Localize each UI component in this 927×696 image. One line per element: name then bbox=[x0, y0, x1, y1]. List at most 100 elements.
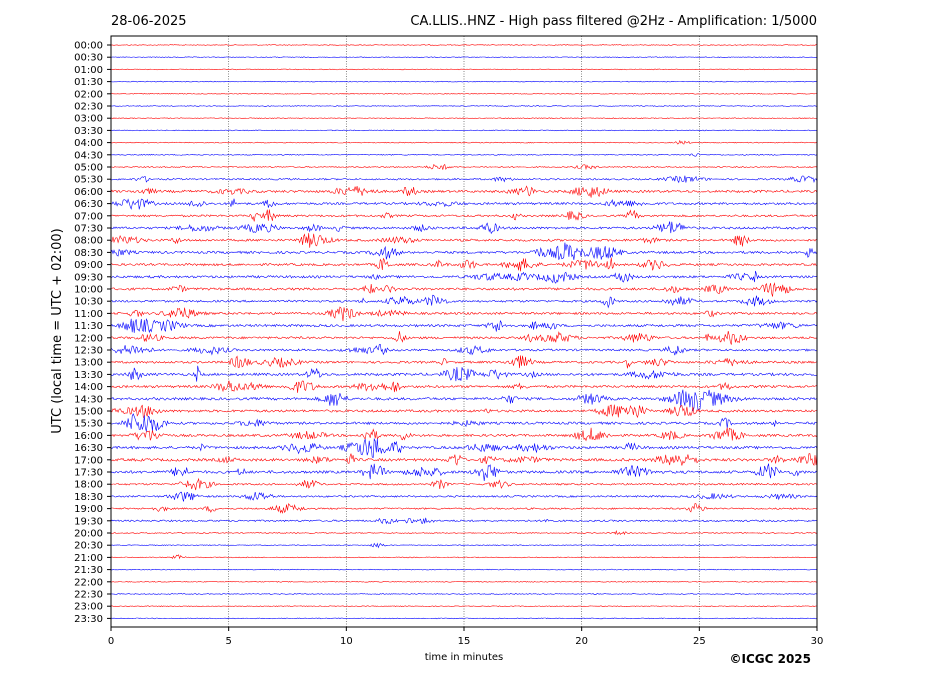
trace-line bbox=[110, 139, 818, 145]
trace-line bbox=[110, 294, 818, 309]
trace-line bbox=[110, 605, 817, 607]
row-label: 12:30 bbox=[74, 346, 103, 357]
x-axis-ticks: 0 5 10 15 20 25 30 bbox=[108, 627, 824, 647]
trace-line bbox=[110, 93, 818, 95]
row-label: 19:00 bbox=[74, 504, 103, 515]
x-tick-label: 30 bbox=[811, 636, 824, 647]
row-label: 01:30 bbox=[74, 77, 103, 88]
row-label: 13:30 bbox=[74, 370, 103, 381]
row-label: 18:30 bbox=[74, 492, 103, 503]
row-label: 07:30 bbox=[74, 224, 103, 235]
x-tick-label: 0 bbox=[108, 636, 114, 647]
copyright-label: ©ICGC 2025 bbox=[729, 652, 811, 666]
trace-line bbox=[110, 343, 818, 356]
row-label: 09:00 bbox=[74, 260, 103, 271]
row-label: 00:00 bbox=[74, 41, 103, 52]
trace-line bbox=[110, 451, 818, 466]
chart-title: CA.LLIS..HNZ - High pass filtered @2Hz -… bbox=[410, 14, 817, 29]
x-axis-label: time in minutes bbox=[425, 652, 504, 663]
trace-line bbox=[110, 306, 818, 322]
trace-line bbox=[110, 331, 818, 345]
trace-line bbox=[110, 477, 818, 491]
row-label: 14:30 bbox=[74, 394, 103, 405]
trace-line bbox=[110, 233, 818, 248]
row-label: 14:00 bbox=[74, 382, 103, 393]
x-tick-label: 10 bbox=[340, 636, 353, 647]
row-label: 05:00 bbox=[74, 163, 103, 174]
row-label: 20:30 bbox=[74, 541, 103, 552]
trace-line bbox=[111, 198, 818, 210]
row-label: 11:00 bbox=[74, 309, 103, 320]
trace-line bbox=[110, 270, 818, 284]
row-label: 06:00 bbox=[74, 187, 103, 198]
trace-line bbox=[110, 242, 818, 260]
row-label: 11:30 bbox=[74, 321, 103, 332]
trace-line bbox=[110, 463, 818, 482]
trace-line bbox=[111, 56, 818, 58]
row-label: 05:30 bbox=[74, 175, 103, 186]
trace-line bbox=[110, 44, 817, 46]
row-label: 23:00 bbox=[74, 602, 103, 613]
trace-line bbox=[110, 617, 818, 620]
trace-line bbox=[110, 175, 818, 184]
trace-line bbox=[110, 404, 818, 419]
trace-line bbox=[110, 554, 818, 560]
row-label: 10:30 bbox=[74, 297, 103, 308]
trace-line bbox=[110, 153, 818, 157]
trace-line bbox=[110, 413, 818, 432]
row-label: 04:00 bbox=[74, 138, 103, 149]
row-label: 22:30 bbox=[74, 590, 103, 601]
row-label: 23:30 bbox=[74, 614, 103, 625]
row-label: 08:30 bbox=[74, 248, 103, 259]
row-label: 20:00 bbox=[74, 529, 103, 540]
row-label: 07:00 bbox=[74, 211, 103, 222]
trace-line bbox=[111, 163, 818, 171]
row-label: 03:30 bbox=[74, 126, 103, 137]
row-label: 16:30 bbox=[74, 443, 103, 454]
trace-line bbox=[110, 117, 818, 119]
row-label: 21:30 bbox=[74, 565, 103, 576]
row-label: 00:30 bbox=[74, 53, 103, 64]
grid-lines bbox=[228, 36, 700, 627]
y-axis-label: UTC (local time = UTC + 02:00) bbox=[50, 228, 65, 433]
x-tick-label: 5 bbox=[225, 636, 231, 647]
trace-line bbox=[110, 437, 818, 458]
trace-line bbox=[110, 380, 818, 393]
row-label: 17:30 bbox=[74, 468, 103, 479]
row-label: 06:30 bbox=[74, 199, 103, 210]
date-label: 28-06-2025 bbox=[111, 14, 187, 29]
trace-line bbox=[110, 593, 818, 595]
row-label: 04:30 bbox=[74, 150, 103, 161]
x-tick-label: 25 bbox=[693, 636, 706, 647]
trace-line bbox=[110, 221, 818, 235]
trace-line bbox=[110, 257, 818, 272]
trace-line bbox=[110, 517, 818, 525]
row-label: 09:30 bbox=[74, 272, 103, 283]
x-tick-label: 20 bbox=[575, 636, 588, 647]
trace-line bbox=[110, 282, 818, 297]
trace-line bbox=[110, 318, 818, 334]
row-label: 13:00 bbox=[74, 358, 103, 369]
row-label: 10:00 bbox=[74, 285, 103, 296]
x-tick-label: 15 bbox=[458, 636, 471, 647]
row-label: 16:00 bbox=[74, 431, 103, 442]
trace-line bbox=[110, 80, 817, 83]
row-label: 19:30 bbox=[74, 516, 103, 527]
trace-line bbox=[110, 568, 818, 571]
trace-line bbox=[110, 185, 818, 198]
trace-line bbox=[110, 542, 818, 549]
row-label: 08:00 bbox=[74, 236, 103, 247]
row-label: 02:30 bbox=[74, 102, 103, 113]
row-label: 15:00 bbox=[74, 407, 103, 418]
trace-line bbox=[110, 427, 818, 442]
row-label: 22:00 bbox=[74, 577, 103, 588]
trace-group bbox=[110, 44, 818, 620]
trace-line bbox=[110, 365, 818, 382]
row-label: 18:00 bbox=[74, 480, 103, 491]
row-label: 01:00 bbox=[74, 65, 103, 76]
trace-line bbox=[111, 68, 818, 71]
trace-line bbox=[110, 355, 818, 369]
plot-frame bbox=[110, 35, 818, 628]
